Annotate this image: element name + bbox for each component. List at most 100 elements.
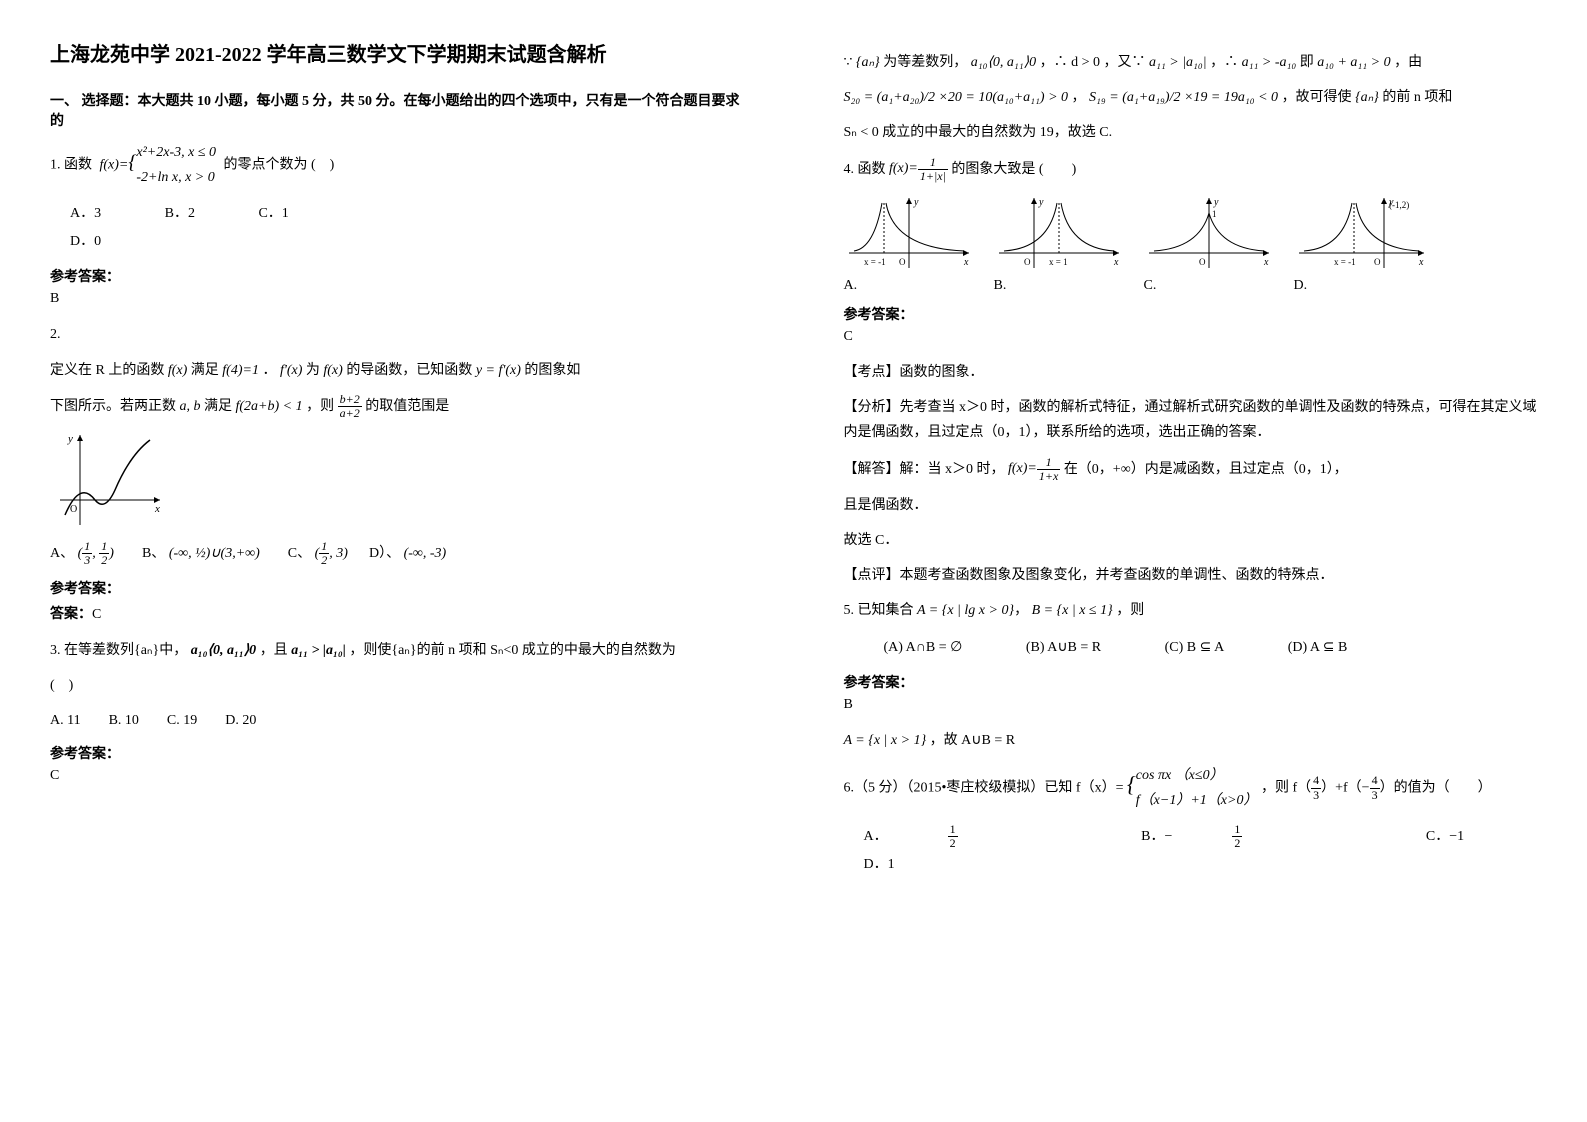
q4-stem: 4. 函数 f(x)=11+|x| 的图象大致是 ( ) — [844, 156, 1538, 183]
q1-case1: x²+2x-3, x ≤ 0 — [136, 140, 216, 165]
q1-formula: f(x)={ x²+2x-3, x ≤ 0 -2+ln x, x > 0 — [100, 140, 217, 190]
c2-img3: a₁₁ > -a₁₀ — [1242, 55, 1297, 70]
svg-text:O: O — [899, 257, 906, 267]
c2-2a: ， — [1072, 90, 1086, 105]
c2-c: ，∴ d > 0 ，又∵ — [1040, 55, 1146, 70]
c2-img1: a₁₀⟨0, a₁₁⟩0 — [971, 55, 1036, 70]
q3-f2: a₁₁ > |a₁₀| — [291, 643, 346, 658]
q6-mid: ，则 f（ — [1261, 780, 1311, 795]
q5-pre: 5. 已知集合 — [844, 603, 914, 618]
q1-prefix: 1. 函数 — [50, 157, 92, 172]
svg-text:1: 1 — [1212, 209, 1217, 219]
q3-stem: 3. 在等差数列{aₙ}中， a₁₀⟨0, a₁₁⟩0 ，且 a₁₁ > |a₁… — [50, 638, 744, 663]
answer-label-3: 参考答案： — [50, 743, 744, 763]
c2-2c: 的前 n 项和 — [1382, 90, 1452, 105]
page-title: 上海龙苑中学 2021-2022 学年高三数学文下学期期末试题含解析 — [50, 40, 744, 70]
q2-f4: f(4)=1 — [222, 363, 259, 378]
svg-text:x: x — [1418, 257, 1424, 268]
q3-m2: ，则使{aₙ}的前 n 项和 Sₙ<0 成立的中最大的自然数为 — [349, 643, 676, 658]
q3-opts: A. 11 B. 10 C. 19 D. 20 — [50, 708, 744, 733]
q2-frac: b+2a+2 — [338, 393, 362, 420]
c2-s19: S₁₉ = (a₁+a₁₉)/2 ×19 = 19a₁₀ < 0 — [1089, 90, 1278, 105]
q3-answer: C — [50, 768, 744, 784]
c2-an2: {aₙ} — [1355, 90, 1379, 105]
c2-f: ，由 — [1394, 55, 1422, 70]
q2-optC-pre: C、 — [288, 546, 311, 561]
q2-ans-val: C — [92, 607, 101, 622]
q6-options: A．12 B．−12 C．−1 D．1 — [864, 823, 1538, 879]
q3-explain-2: S₂₀ = (a₁+a₂₀)/2 ×20 = 10(a₁₀+a₁₁) > 0 ，… — [844, 85, 1538, 110]
q2-optB: (-∞, ½)∪(3,+∞) — [169, 546, 260, 561]
q6-optB: B．−12 — [1141, 823, 1362, 851]
answer-label: 参考答案： — [50, 266, 744, 286]
c2-e: 即 — [1300, 55, 1314, 70]
q2-fx2: f(x) — [323, 363, 342, 378]
q4-labB: B. — [994, 278, 1124, 294]
answer-label-2: 参考答案： — [50, 578, 744, 598]
q4-jdc: 且是偶函数． — [844, 493, 1538, 518]
q6-c2: f（x−1）+1（x>0） — [1136, 788, 1258, 813]
q4-dp: 【点评】本题考查函数图象及图象变化，并考查函数的单调性、函数的特殊点． — [844, 563, 1538, 588]
q2-f2ab: f(2a+b) < 1 — [236, 399, 303, 414]
q2-optC: (12, 3) — [315, 546, 348, 561]
q1-options: A．3 B．2 C．1 D．0 — [70, 200, 744, 256]
q2-ans-label: 答案： — [50, 607, 92, 622]
q4-jdb: 在（0，+∞）内是减函数，且过定点（0，1）， — [1064, 461, 1348, 476]
q1-suffix: 的零点个数为 ( ) — [224, 157, 335, 172]
q1-optC: C．1 — [258, 200, 288, 228]
q2-stem: 定义在 R 上的函数 f(x) 满足 f(4)=1 ． f'(x) 为 f(x)… — [50, 358, 744, 383]
c2-b: 为等差数列， — [883, 55, 967, 70]
q4-jdd: 故选 C． — [844, 528, 1538, 553]
answer-label-5: 参考答案： — [844, 672, 1538, 692]
q2-t3: ． — [262, 363, 276, 378]
q2-options: A、 (13, 12) B、 (-∞, ½)∪(3,+∞) C、 (12, 3)… — [50, 540, 744, 567]
q3-m1: ，且 — [260, 643, 288, 658]
q4-graphs: x y O x = -1 A. x y O x = 1 — [844, 193, 1538, 294]
q2-t4: 为 — [306, 363, 320, 378]
q3-explain-1: ∵ {aₙ} 为等差数列， a₁₀⟨0, a₁₁⟩0 ，∴ d > 0 ，又∵ … — [844, 50, 1538, 75]
q5-stem: 5. 已知集合 A = {x | lg x > 0}， B = {x | x ≤… — [844, 598, 1538, 623]
q2-t7: 下图所示。若两正数 — [50, 399, 176, 414]
svg-text:y: y — [1038, 197, 1044, 208]
q2-t8: 满足 — [204, 399, 232, 414]
q2-t10: 的取值范围是 — [365, 399, 449, 414]
q4-jd: 【解答】解：当 x＞0 时， f(x)=11+x 在（0，+∞）内是减函数，且过… — [844, 456, 1538, 483]
q1-optD: D．0 — [70, 228, 101, 256]
svg-text:(-1,2): (-1,2) — [1389, 200, 1409, 210]
q5-expA: A = {x | x > 1} — [844, 733, 927, 748]
q6-c1: cos πx （x≤0） — [1136, 763, 1258, 788]
q2-num: 2. — [50, 322, 744, 347]
q4-fx: 【分析】先考查当 x＞0 时，函数的解析式特征，通过解析式研究函数的单调性及函数… — [844, 395, 1538, 445]
q3-pre: 3. 在等差数列{aₙ}中， — [50, 643, 187, 658]
c2-img2: a₁₁ > |a₁₀| — [1149, 55, 1207, 70]
q6-cases: { cos πx （x≤0） f（x−1）+1（x>0） — [1127, 763, 1257, 813]
svg-text:O: O — [1199, 257, 1206, 267]
q2-stem2: 下图所示。若两正数 a, b 满足 f(2a+b) < 1 ，则 b+2a+2 … — [50, 393, 744, 420]
q6-optA: A．12 — [864, 823, 1078, 851]
svg-text:y: y — [67, 433, 73, 445]
q4-suf: 的图象大致是 ( ) — [951, 161, 1076, 176]
svg-text:x = -1: x = -1 — [864, 257, 886, 267]
q4-jd-formula: f(x)=11+x — [1008, 461, 1060, 476]
q3-f1: a₁₀⟨0, a₁₁⟩0 — [191, 643, 256, 658]
q4-jda: 【解答】解：当 x＞0 时， — [844, 461, 1005, 476]
q2-t6: 的图象如 — [524, 363, 580, 378]
q6-mid2: ）+f（− — [1321, 780, 1369, 795]
c2-img4: a₁₀ + a₁₁ > 0 — [1317, 55, 1390, 70]
svg-text:O: O — [70, 504, 77, 515]
q4-graphD: x y O x = -1 (-1,2) D. — [1294, 193, 1434, 294]
q6-stem: 6.（5 分）（2015•枣庄校级模拟）已知 f（x）= { cos πx （x… — [844, 763, 1538, 813]
q5-B: B = {x | x ≤ 1} — [1032, 603, 1113, 618]
q2-t1: 定义在 R 上的函数 — [50, 363, 164, 378]
q2-optA-pre: A、 — [50, 546, 74, 561]
q1-case2: -2+ln x, x > 0 — [136, 165, 216, 190]
svg-text:O: O — [1024, 257, 1031, 267]
q1-optA: A．3 — [70, 200, 101, 228]
q2-optA: (13, 12) — [78, 546, 114, 561]
svg-text:x = 1: x = 1 — [1049, 257, 1068, 267]
q2-t5: 的导函数，已知函数 — [346, 363, 472, 378]
q5-optA: (A) A∩B = ∅ — [884, 634, 963, 662]
q5-optC: (C) B ⊆ A — [1165, 634, 1225, 662]
q4-graphC: x y O 1 C. — [1144, 193, 1274, 294]
c2-d: ，∴ — [1210, 55, 1238, 70]
